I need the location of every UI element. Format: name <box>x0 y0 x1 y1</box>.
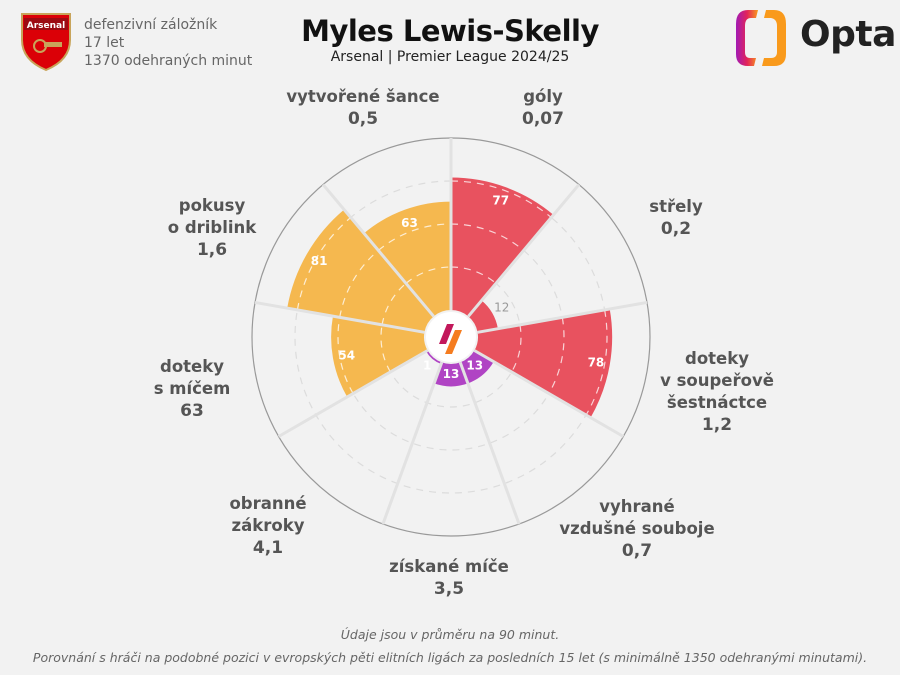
metric-value: 3,5 <box>433 579 465 599</box>
center-circle <box>426 312 476 362</box>
gridline-arc <box>450 180 552 218</box>
opta-logo-text: Opta <box>800 14 896 55</box>
metric-name: góly <box>523 87 563 106</box>
svg-text:Arsenal: Arsenal <box>27 21 65 31</box>
slice-2 <box>474 309 613 418</box>
player-info: defenzivní záložník 17 let 1370 odehraný… <box>84 16 252 70</box>
metric-value: 63 <box>180 401 204 421</box>
metric-name: střely <box>649 197 703 216</box>
slice-7 <box>287 209 434 333</box>
metric-value: 0,2 <box>660 219 692 239</box>
player-age: 17 let <box>84 35 125 51</box>
metric-name: pokusy <box>178 196 246 215</box>
slice-divider <box>473 349 625 438</box>
slice-3 <box>460 350 494 384</box>
metric-name: v soupeřově <box>660 371 774 390</box>
slice-divider <box>477 300 648 334</box>
metric-name: doteky <box>685 349 749 368</box>
metric-value: 1,6 <box>196 240 228 260</box>
metric-value: 0,5 <box>347 109 379 129</box>
metric-name: získané míče <box>389 557 509 576</box>
slice-divider <box>321 183 435 318</box>
slice-divider <box>254 300 425 334</box>
gridline-arc <box>405 266 452 284</box>
chart-subtitle: Arsenal | Premier League 2024/25 <box>330 49 570 65</box>
footer-note-per90: Údaje jsou v průměru na 90 minut. <box>340 627 560 642</box>
percentile-label: 1 <box>423 358 431 372</box>
gridline-arc <box>380 324 391 373</box>
metric-name: o driblink <box>167 218 257 237</box>
percentile-label: 13 <box>443 367 460 381</box>
percentile-label: 81 <box>311 254 328 268</box>
metric-label: doteky v soupeřově šestnáctce 1,2 <box>660 348 774 436</box>
metric-label: střely 0,2 <box>649 196 702 240</box>
percentile-label: 78 <box>588 356 605 370</box>
slice-8 <box>363 201 451 317</box>
gridline-arc <box>296 217 352 311</box>
slice-4 <box>434 362 468 387</box>
metric-label: doteky s míčem 63 <box>154 356 231 422</box>
slice-divider <box>277 349 429 438</box>
percentile-label: 12 <box>494 301 509 315</box>
chart-title: Myles Lewis-Skelly <box>301 14 599 48</box>
metric-name: zákroky <box>231 516 305 535</box>
player-position: defenzivní záložník <box>84 17 218 33</box>
gridline-arc <box>511 324 522 373</box>
gridline-arc <box>450 266 497 284</box>
opta-logo-icon <box>736 10 786 66</box>
slice-6 <box>331 316 428 397</box>
metric-label: pokusy o driblink 1,6 <box>168 195 257 261</box>
gridline-arc <box>381 282 407 325</box>
gridline-arc <box>450 223 525 251</box>
metric-label: získané míče 3,5 <box>389 556 509 600</box>
metric-name: vzdušné souboje <box>559 519 715 538</box>
gridline-arc <box>337 317 354 394</box>
slice-5 <box>426 350 442 364</box>
slice-divider <box>467 183 581 318</box>
metric-value: 0,7 <box>621 541 653 561</box>
metric-name: šestnáctce <box>666 393 768 412</box>
slice-divider <box>381 361 444 525</box>
metric-name: vyhrané <box>599 497 675 516</box>
metric-label: góly 0,07 <box>522 86 564 130</box>
percentile-label: 54 <box>338 348 355 362</box>
percentile-label: 77 <box>492 193 509 207</box>
metric-name: obranné <box>229 494 307 513</box>
metric-label: vytvořené šance 0,5 <box>286 86 439 130</box>
gridline-arc <box>339 249 379 318</box>
gridline-arc <box>377 223 452 251</box>
percentile-label: 63 <box>401 216 418 230</box>
metric-value: 1,2 <box>701 415 733 435</box>
gridline-arc <box>585 309 608 416</box>
metric-value: 4,1 <box>252 538 284 558</box>
metric-label: obranné zákroky 4,1 <box>229 493 306 559</box>
percentile-label: 13 <box>466 358 483 372</box>
center-logo-icon <box>445 330 462 354</box>
gridline-arc <box>548 317 565 394</box>
footer-note-comparison: Porovnání s hráči na podobné pozici v ev… <box>32 650 868 665</box>
arsenal-badge-icon: Arsenal <box>21 13 71 72</box>
player-minutes: 1370 odehraných minut <box>84 53 253 69</box>
metric-name: s míčem <box>153 379 231 398</box>
metric-label: vyhrané vzdušné souboje 0,7 <box>559 496 714 562</box>
metric-value: 0,07 <box>522 109 564 129</box>
slice-0 <box>451 177 554 317</box>
center-logo-icon <box>439 324 454 344</box>
slice-divider <box>458 361 521 525</box>
metric-name: vytvořené šance <box>286 87 440 106</box>
metric-name: doteky <box>160 357 224 376</box>
